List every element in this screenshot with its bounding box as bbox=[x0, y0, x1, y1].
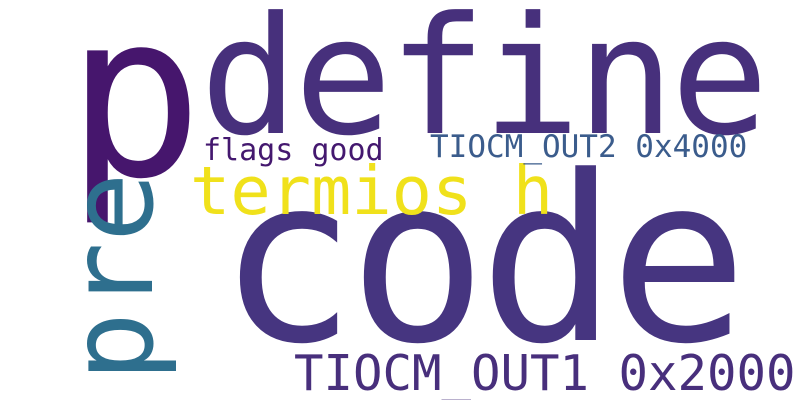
word-p: p bbox=[66, 0, 204, 229]
word-pre: pre bbox=[44, 172, 180, 382]
word-tiocm-out2: TIOCM_OUT2 0x4000 bbox=[430, 129, 748, 165]
word-define: define bbox=[200, 0, 769, 172]
word-code: code bbox=[218, 128, 748, 395]
word-termios-h: termios h bbox=[190, 152, 554, 230]
word-tiocm-out1: TIOCM_OUT1 0x2000 bbox=[294, 345, 796, 400]
word-flags-good: flags good bbox=[203, 133, 384, 168]
